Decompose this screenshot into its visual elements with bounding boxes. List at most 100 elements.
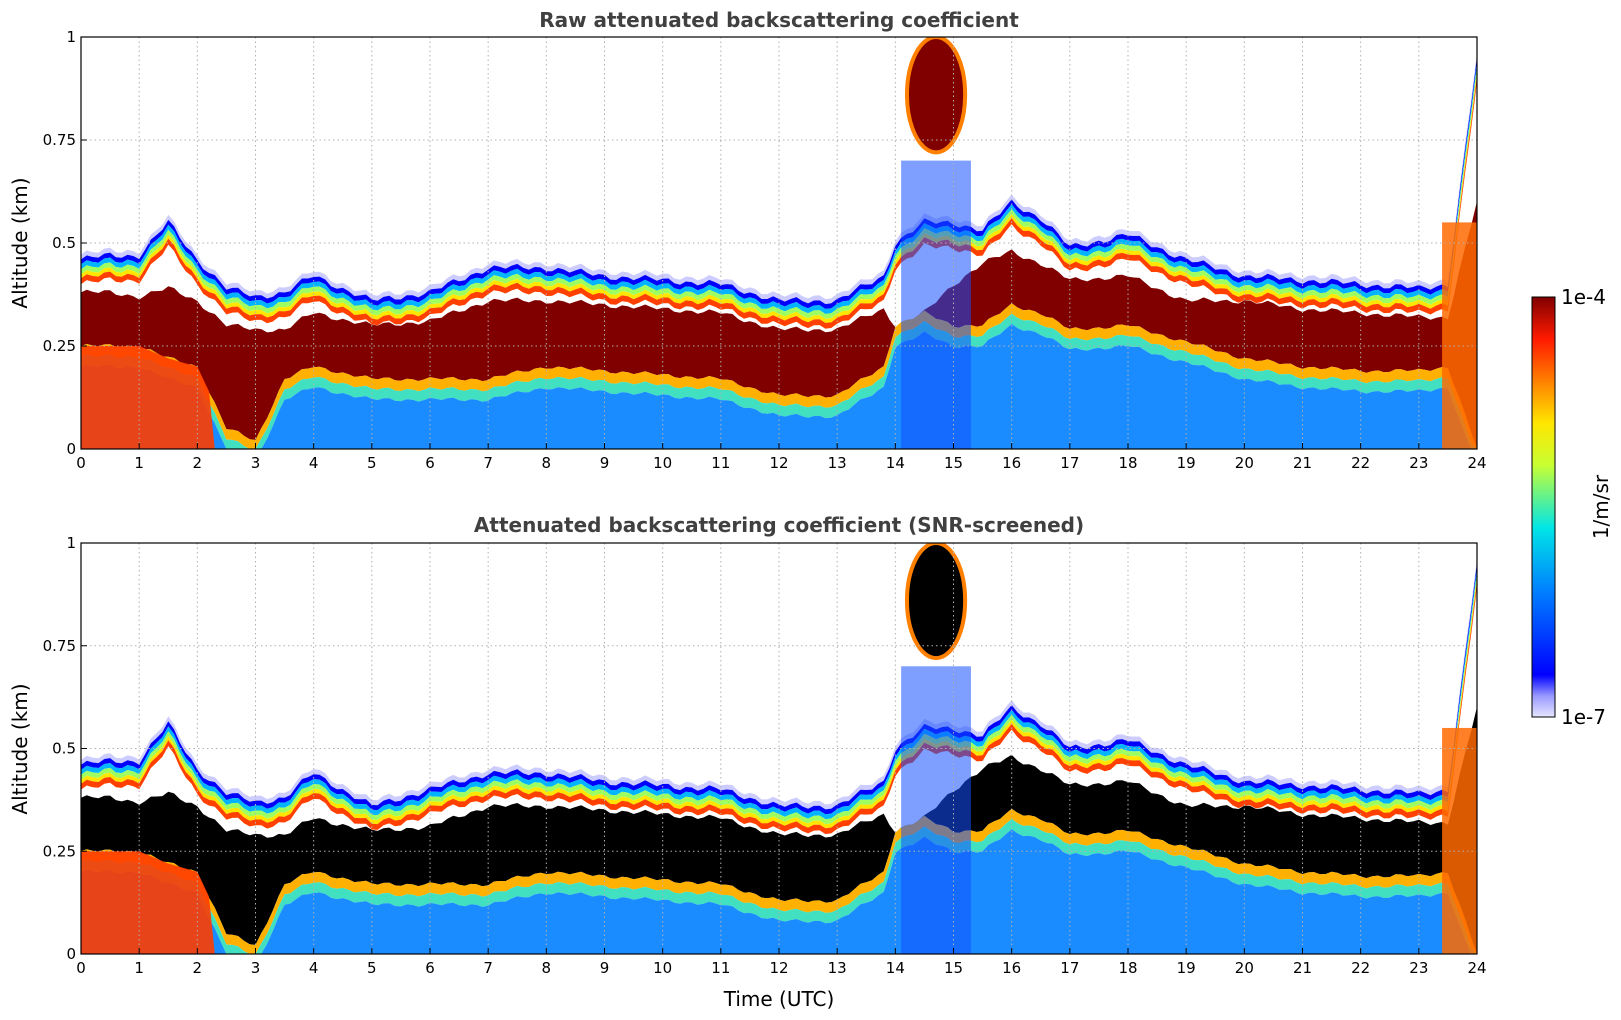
x-tick-label: 18 [1118, 959, 1137, 977]
evening-warm-column [1442, 727, 1477, 954]
x-tick-label: 15 [944, 959, 963, 977]
x-tick-label: 10 [653, 959, 672, 977]
x-tick-label: 24 [1467, 454, 1486, 472]
x-tick-label: 9 [600, 454, 610, 472]
below-core-cyan-band [81, 313, 1477, 449]
x-tick-label: 6 [425, 454, 435, 472]
x-tick-label: 6 [425, 959, 435, 977]
x-tick-label: 5 [367, 454, 377, 472]
chart-title-screened: Attenuated backscattering coefficient (S… [474, 513, 1084, 537]
elevated-cloud [904, 543, 968, 661]
x-tick-label: 24 [1467, 959, 1486, 977]
y-axis-ticks-screened: 0 0.25 0.5 0.75 1 [43, 534, 87, 963]
x-tick-label: 1 [134, 454, 144, 472]
x-tick-label: 23 [1409, 454, 1428, 472]
y-tick-label: 0.25 [43, 337, 76, 355]
x-tick-label: 13 [828, 454, 847, 472]
layer-top-green-band [81, 572, 1477, 825]
below-core-blue-band [81, 323, 1477, 449]
colorbar-gradient [1531, 296, 1556, 718]
x-axis-ticks-raw: 0 1 2 3 4 5 6 7 8 9 10 11 12 13 14 15 16 17 18 19 20 21 22 23 24 [76, 443, 1487, 472]
x-tick-label: 3 [251, 454, 261, 472]
x-tick-label: 2 [193, 454, 203, 472]
surface-warm-region [81, 346, 215, 449]
x-tick-label: 8 [542, 454, 552, 472]
x-tick-label: 2 [193, 959, 203, 977]
layer-top-blue-band [81, 562, 1477, 815]
x-axis-label-screened: Time (UTC) [723, 987, 835, 1011]
layer-top-yellow-band [81, 71, 1477, 323]
x-tick-label: 23 [1409, 959, 1428, 977]
y-tick-label: 0 [66, 945, 76, 963]
layer-top-yellow-band [81, 577, 1477, 829]
x-tick-label: 7 [483, 959, 493, 977]
layer-haze-band [81, 558, 1477, 810]
elevated-cloud [904, 37, 968, 155]
panel-screened: Attenuated backscattering coefficient (S… [8, 513, 1487, 1011]
x-tick-label: 18 [1118, 454, 1137, 472]
below-core-blue-band [81, 829, 1477, 954]
layer-top-red-band [81, 581, 1477, 835]
x-tick-label: 1 [134, 959, 144, 977]
x-tick-label: 3 [251, 959, 261, 977]
x-tick-label: 22 [1351, 959, 1370, 977]
x-tick-label: 11 [711, 454, 730, 472]
x-tick-label: 4 [309, 959, 319, 977]
heatmap-raw [81, 37, 1477, 449]
layer-top-red-band [81, 75, 1477, 329]
y-tick-label: 0.25 [43, 842, 76, 860]
below-core-cyan-band [81, 819, 1477, 954]
layer-core-band [81, 201, 1477, 449]
heatmap-screened [81, 543, 1477, 954]
y-tick-label: 0.5 [52, 234, 76, 252]
x-tick-label: 12 [769, 959, 788, 977]
convective-column [901, 160, 971, 449]
layer-top-blue-band [81, 56, 1477, 310]
layer-top-cyan-band [81, 567, 1477, 820]
x-tick-label: 8 [542, 959, 552, 977]
y-axis-label-raw: Altitude (km) [8, 177, 32, 308]
x-tick-label: 22 [1351, 454, 1370, 472]
x-tick-label: 9 [600, 959, 610, 977]
x-tick-label: 11 [711, 959, 730, 977]
x-tick-label: 16 [1002, 959, 1021, 977]
x-tick-label: 19 [1177, 454, 1196, 472]
x-tick-label: 14 [886, 959, 905, 977]
layer-top-cyan-band [81, 61, 1477, 315]
colorbar-unit-label: 1/m/sr [1589, 474, 1613, 539]
x-tick-label: 10 [653, 454, 672, 472]
y-axis-ticks-raw: 0 0.25 0.5 0.75 1 [43, 28, 87, 458]
x-tick-label: 12 [769, 454, 788, 472]
colorbar-max-label: 1e-4 [1561, 285, 1606, 309]
x-tick-label: 16 [1002, 454, 1021, 472]
x-tick-label: 20 [1235, 454, 1254, 472]
y-tick-label: 1 [66, 534, 76, 552]
x-tick-label: 0 [76, 959, 86, 977]
y-tick-label: 0.75 [43, 131, 76, 149]
x-tick-label: 13 [828, 959, 847, 977]
x-tick-label: 5 [367, 959, 377, 977]
evening-warm-column [1442, 222, 1477, 449]
x-tick-label: 0 [76, 454, 86, 472]
x-tick-label: 7 [483, 454, 493, 472]
x-tick-label: 4 [309, 454, 319, 472]
convective-column [901, 666, 971, 954]
chart-title-raw: Raw attenuated backscattering coefficien… [539, 8, 1019, 32]
layer-haze-band [81, 52, 1477, 305]
y-tick-label: 0.75 [43, 637, 76, 655]
y-tick-label: 1 [66, 28, 76, 46]
layer-top-green-band [81, 66, 1477, 319]
y-tick-label: 0 [66, 440, 76, 458]
surface-warm-region [81, 851, 215, 954]
x-tick-label: 17 [1060, 454, 1079, 472]
layer-core-band [81, 706, 1477, 954]
x-tick-label: 19 [1177, 959, 1196, 977]
x-axis-ticks-screened: 0 1 2 3 4 5 6 7 8 9 10 11 12 13 14 15 16 17 18 19 20 21 22 23 24 [76, 948, 1487, 977]
x-tick-label: 21 [1293, 959, 1312, 977]
y-axis-label-screened: Altitude (km) [8, 683, 32, 814]
y-tick-label: 0.5 [52, 740, 76, 758]
x-tick-label: 17 [1060, 959, 1079, 977]
x-tick-label: 14 [886, 454, 905, 472]
colorbar-min-label: 1e-7 [1561, 705, 1606, 729]
x-tick-label: 21 [1293, 454, 1312, 472]
